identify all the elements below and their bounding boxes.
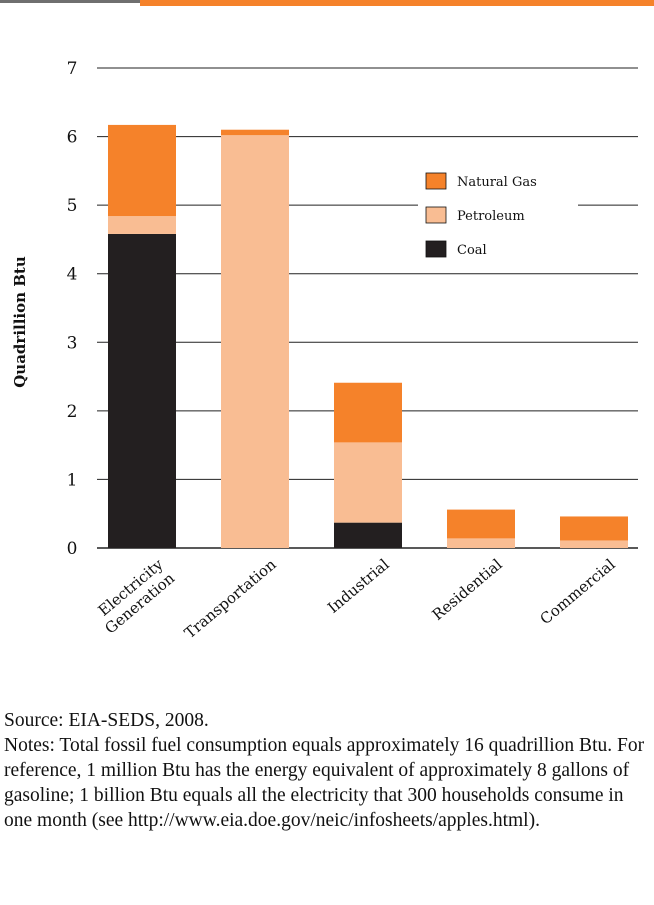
x-category-label-1: Transportation bbox=[181, 555, 280, 642]
y-tick-label-4: 4 bbox=[67, 265, 78, 285]
bar-natural-gas-4 bbox=[560, 516, 628, 541]
legend-swatch-coal bbox=[425, 240, 447, 258]
y-tick-label-6: 6 bbox=[67, 128, 78, 148]
y-tick-label-3: 3 bbox=[67, 333, 78, 353]
x-category-label-3: Residential bbox=[429, 555, 506, 624]
x-category-label-4: Commercial bbox=[537, 555, 619, 628]
bar-petroleum-0 bbox=[108, 216, 176, 234]
y-axis-label: Quadrillion Btu bbox=[11, 256, 29, 388]
top-accent-rule bbox=[140, 0, 654, 6]
y-tick-label-7: 7 bbox=[67, 59, 78, 79]
bars bbox=[108, 124, 628, 548]
legend-label-coal: Coal bbox=[457, 243, 487, 258]
bar-natural-gas-3 bbox=[447, 509, 515, 539]
bar-natural-gas-2 bbox=[334, 382, 402, 443]
bar-coal-2 bbox=[334, 522, 402, 548]
y-tick-label-0: 0 bbox=[67, 539, 78, 559]
bar-petroleum-4 bbox=[560, 540, 628, 548]
legend-label-petroleum: Petroleum bbox=[457, 209, 525, 224]
legend-swatch-petroleum bbox=[425, 206, 447, 224]
source-note: Source: EIA-SEDS, 2008. bbox=[4, 710, 209, 731]
x-category-label-0: ElectricityGeneration bbox=[90, 555, 179, 638]
chart-notes: Source: EIA-SEDS, 2008. Notes: Total fos… bbox=[4, 708, 650, 833]
bar-petroleum-2 bbox=[334, 442, 402, 523]
y-tick-label-2: 2 bbox=[67, 402, 78, 422]
x-axis-categories: ElectricityGeneration Transportation Indus… bbox=[90, 555, 619, 642]
notes-text: Notes: Total fossil fuel consumption equ… bbox=[4, 735, 645, 831]
legend: Natural Gas Petroleum Coal bbox=[418, 164, 578, 264]
legend-swatch-natural-gas bbox=[425, 172, 447, 190]
bar-natural-gas-1 bbox=[221, 129, 289, 136]
y-tick-label-5: 5 bbox=[67, 196, 78, 216]
y-axis-ticks: 0 1 2 3 4 5 6 7 bbox=[67, 59, 78, 559]
bar-petroleum-1 bbox=[221, 135, 289, 548]
bar-petroleum-3 bbox=[447, 538, 515, 548]
x-category-label-2: Industrial bbox=[324, 555, 393, 617]
legend-label-natural-gas: Natural Gas bbox=[457, 175, 537, 190]
stacked-bar-chart: 0 1 2 3 4 5 6 7 Natural Gas Petroleum Coal Electr… bbox=[11, 59, 638, 642]
top-gray-rule bbox=[0, 0, 140, 3]
y-tick-label-1: 1 bbox=[67, 470, 78, 490]
bar-natural-gas-0 bbox=[108, 124, 176, 217]
bar-coal-0 bbox=[108, 233, 176, 548]
